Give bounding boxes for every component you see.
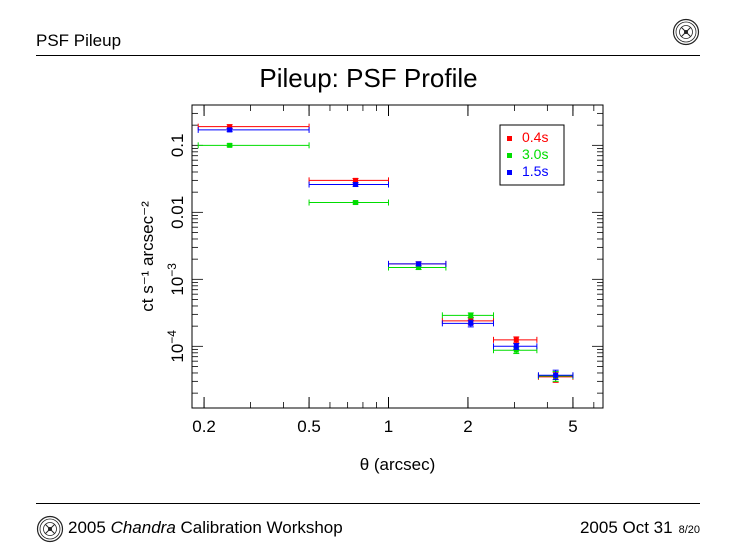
data-point (468, 312, 474, 318)
y-tick-label: 0.1 (168, 134, 187, 158)
footer-workshop-suffix: Calibration Workshop (180, 518, 343, 537)
x-tick-label: 0.2 (192, 417, 216, 436)
data-point (513, 337, 519, 343)
data-point (227, 142, 233, 148)
chandra-seal-icon-footer (36, 515, 64, 543)
header-title: PSF Pileup (36, 31, 122, 50)
x-tick-label: 0.5 (297, 417, 321, 436)
data-point (416, 265, 422, 271)
plot-frame (191, 104, 604, 409)
legend-marker (507, 153, 512, 158)
x-tick-label: 1 (384, 417, 393, 436)
x-tick-label: 5 (568, 417, 577, 436)
series-1.5s (197, 126, 574, 380)
y-tick-label: 10−4 (165, 330, 187, 363)
y-axis-label: ct s⁻¹ arcsec⁻² (138, 201, 157, 312)
legend-label: 3.0s (522, 146, 548, 162)
chandra-seal-icon (672, 18, 700, 46)
footer-page-number: 8/20 (678, 524, 700, 536)
data-point (513, 347, 519, 353)
legend-marker (507, 136, 512, 141)
psf-profile-chart: 0.2 0.5 1 2 5 10−4 10−3 0.01 0.1 θ (arcsec) ct s⁻¹… (138, 104, 604, 474)
data-point (513, 343, 519, 349)
x-axis-label: θ (arcsec) (360, 455, 436, 474)
header-rule (36, 55, 700, 56)
footer-workshop: 2005 Chandra Calibration Workshop (68, 518, 343, 538)
legend-marker (507, 170, 512, 175)
data-point (227, 124, 233, 130)
legend-label: 1.5s (522, 163, 548, 179)
slide-title: Pileup: PSF Profile (259, 63, 478, 93)
x-tick-label: 2 (463, 417, 472, 436)
data-point (353, 177, 359, 183)
footer-workshop-chandra: Chandra (110, 518, 176, 537)
y-tick-label: 0.01 (168, 196, 187, 229)
data-point (227, 127, 233, 133)
data-point (553, 372, 559, 378)
series-3.0s (197, 142, 574, 382)
footer-rule (36, 503, 700, 504)
y-tick-label: 10−3 (165, 263, 187, 296)
data-point (416, 261, 422, 267)
footer-date: 2005 Oct 31 (579, 518, 673, 537)
data-point (353, 182, 359, 188)
data-point (353, 200, 359, 206)
data-point (468, 320, 474, 326)
footer-workshop-year: 2005 (68, 518, 106, 537)
footer-date-page: 2005 Oct 31 8/20 (580, 518, 700, 538)
legend-label: 0.4s (522, 129, 548, 145)
